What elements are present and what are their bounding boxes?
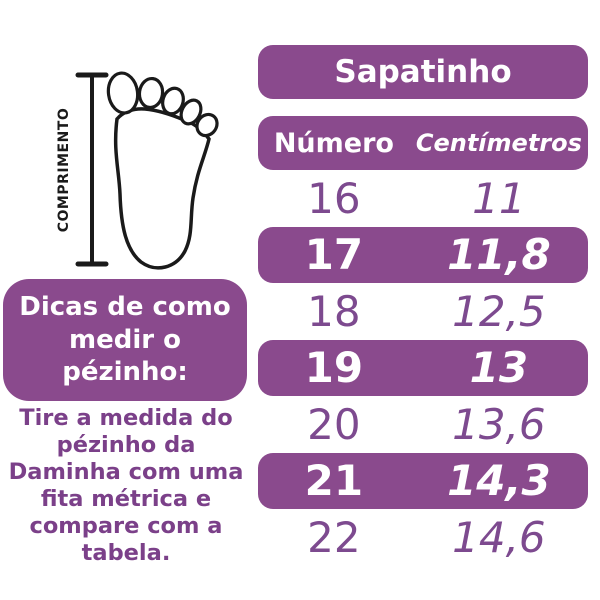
numero-cell: 17 <box>304 230 364 280</box>
centimetros-cell: 14,3 <box>447 456 551 506</box>
table-title-bar: Sapatinho <box>258 45 588 99</box>
foot-toes <box>106 71 219 138</box>
tips-heading: Dicas de como medir o pézinho: <box>19 292 231 388</box>
size-table-body: 16 11 17 11,8 18 12,5 19 13 20 13,6 21 14,3 22 14,6 <box>258 170 588 566</box>
column-header-centimetros: Centímetros <box>415 129 582 157</box>
centimetros-cell: 14,6 <box>452 512 546 562</box>
centimetros-cell: 11,8 <box>447 230 551 280</box>
column-header-numero: Número <box>273 127 394 159</box>
table-row: 21 14,3 <box>258 452 588 509</box>
comprimento-label: COMPRIMENTO <box>56 108 72 233</box>
table-row: 20 13,6 <box>258 396 588 453</box>
table-row: 18 12,5 <box>258 283 588 340</box>
foot-sole-outline <box>113 107 211 270</box>
tips-heading-box: Dicas de como medir o pézinho: <box>3 279 247 401</box>
table-row: 22 14,6 <box>258 509 588 566</box>
numero-cell: 20 <box>307 399 361 449</box>
length-measure-line <box>75 72 109 267</box>
table-row: 19 13 <box>258 339 588 396</box>
numero-cell: 22 <box>307 512 361 562</box>
size-table: Sapatinho Número Centímetros 16 11 17 11,8 1… <box>258 45 588 566</box>
numero-cell: 16 <box>307 173 361 223</box>
numero-cell: 21 <box>304 456 364 506</box>
tips-body-text: Tire a medida do pézinho da Daminha com … <box>8 405 244 566</box>
centimetros-cell: 11 <box>472 173 526 223</box>
centimetros-cell: 13 <box>469 343 529 393</box>
table-row: 17 11,8 <box>258 226 588 283</box>
foot-measurement-figure: COMPRIMENTO <box>56 71 219 270</box>
table-title: Sapatinho <box>334 54 512 90</box>
centimetros-cell: 13,6 <box>452 399 546 449</box>
table-column-header-bar: Número Centímetros <box>258 116 588 170</box>
centimetros-cell: 12,5 <box>452 286 546 336</box>
numero-cell: 19 <box>304 343 364 393</box>
numero-cell: 18 <box>307 286 361 336</box>
table-row: 16 11 <box>258 170 588 227</box>
